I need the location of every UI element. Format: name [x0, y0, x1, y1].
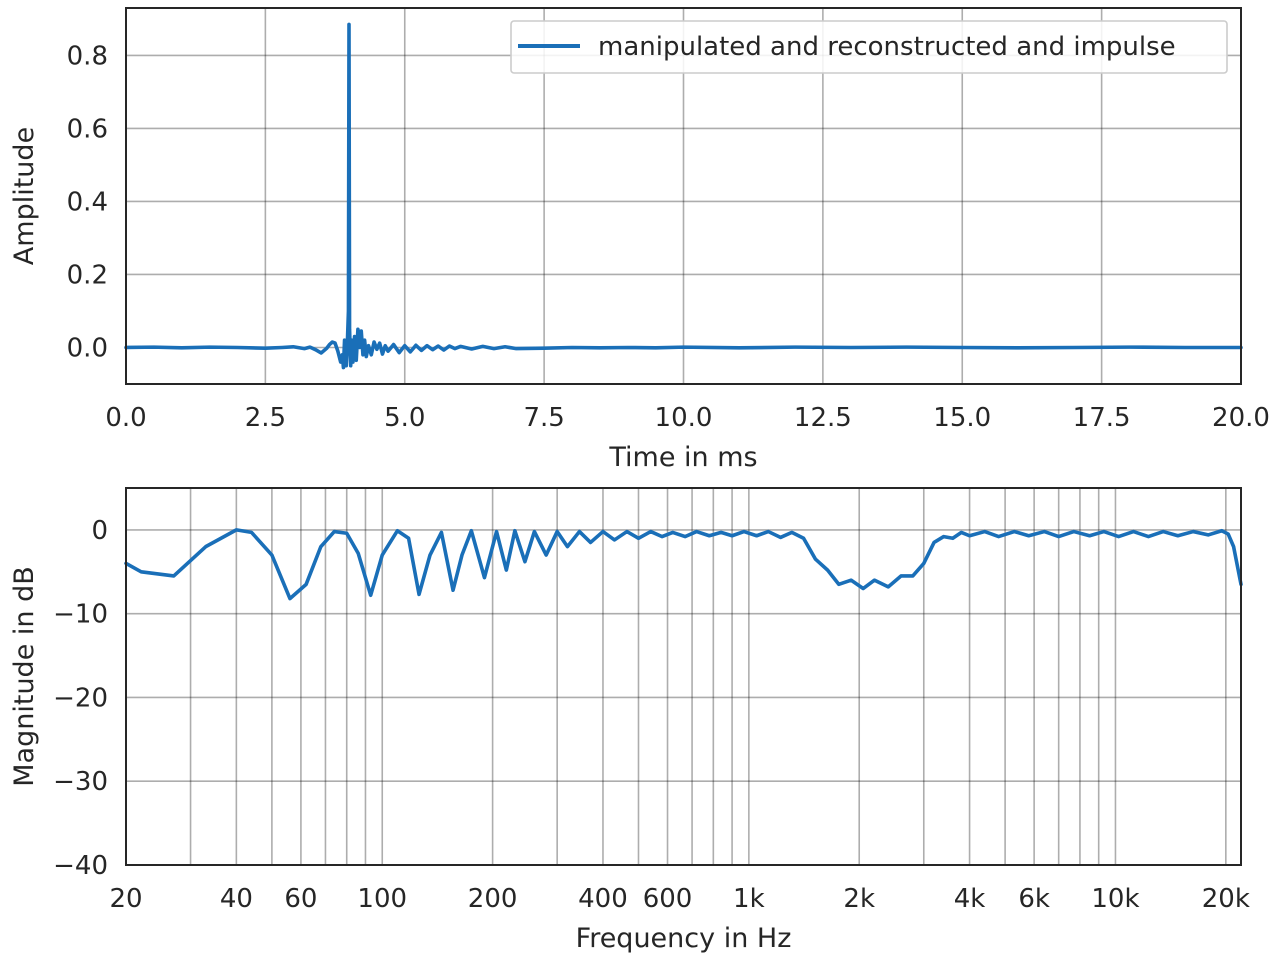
freq-y-ticks: 0 −10 −20 −30 −40	[53, 516, 108, 881]
freq-y-tick-label: −20	[53, 683, 108, 713]
time-y-tick-label: 0.0	[67, 333, 108, 363]
time-x-tick-label: 15.0	[933, 403, 991, 433]
time-plot-legend: manipulated and reconstructed and impuls…	[510, 20, 1228, 74]
freq-x-tick-label: 60	[284, 884, 317, 914]
time-x-tick-label: 7.5	[523, 403, 564, 433]
time-x-tick-label: 2.5	[245, 403, 286, 433]
freq-x-tick-label: 1k	[733, 884, 765, 914]
magnitude-response-line	[124, 528, 1243, 601]
legend-entry-label: manipulated and reconstructed and impuls…	[598, 32, 1176, 62]
freq-x-tick-label: 40	[220, 884, 253, 914]
time-x-ticks: 0.0 2.5 5.0 7.5 10.0 12.5 15.0 17.5 20.0	[105, 403, 1270, 433]
freq-x-tick-label: 100	[357, 884, 407, 914]
freq-x-tick-label: 10k	[1091, 884, 1139, 914]
freq-x-tick-label: 20	[109, 884, 142, 914]
freq-y-tick-label: −40	[53, 851, 108, 881]
freq-y-axis-label: Magnitude in dB	[9, 566, 40, 786]
time-x-tick-label: 10.0	[655, 403, 713, 433]
time-y-axis-label: Amplitude	[9, 127, 40, 265]
time-y-ticks: 0.0 0.2 0.4 0.6 0.8	[67, 41, 108, 363]
time-x-tick-label: 20.0	[1212, 403, 1270, 433]
freq-x-axis-label: Frequency in Hz	[576, 923, 792, 954]
freq-x-tick-label: 4k	[954, 884, 986, 914]
freq-x-tick-label: 400	[578, 884, 628, 914]
time-y-tick-label: 0.2	[67, 260, 108, 290]
time-x-tick-label: 17.5	[1073, 403, 1131, 433]
freq-x-tick-label: 600	[643, 884, 693, 914]
freq-x-tick-label: 6k	[1018, 884, 1050, 914]
legend-box	[510, 20, 1228, 74]
time-y-tick-label: 0.6	[67, 114, 108, 144]
freq-x-tick-label: 200	[468, 884, 518, 914]
freq-y-tick-label: −30	[53, 767, 108, 797]
time-x-tick-label: 5.0	[384, 403, 425, 433]
time-x-tick-label: 0.0	[105, 403, 146, 433]
time-domain-plot: 0.0 2.5 5.0 7.5 10.0 12.5 15.0 17.5 20.0 0.00.20…	[9, 7, 1270, 473]
freq-y-tick-label: 0	[91, 516, 108, 546]
time-x-axis-label: Time in ms	[608, 442, 757, 473]
time-x-tick-label: 12.5	[794, 403, 852, 433]
time-y-tick-label: 0.8	[67, 41, 108, 71]
freq-x-tick-label: 2k	[843, 884, 875, 914]
freq-y-tick-label: −10	[53, 600, 108, 630]
freq-x-ticks: 20 40 60 100 200 400 600 1k 2k 4k 6k 10k 20k	[109, 884, 1249, 914]
time-y-tick-label: 0.4	[67, 187, 108, 217]
freq-plot-frame	[125, 487, 1242, 866]
frequency-response-plot: 20 40 60 100 200 400 600 1k 2k 4k 6k 10k 20k 0 −10 −20…	[9, 487, 1250, 954]
freq-x-tick-label: 20k	[1202, 884, 1250, 914]
time-plot-frame	[125, 7, 1242, 385]
time-signal-line	[124, 22, 1243, 370]
